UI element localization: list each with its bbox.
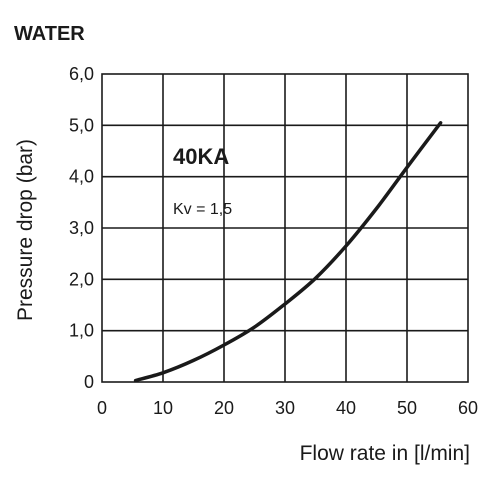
x-tick-label: 50 [397,398,417,418]
x-tick-label: 20 [214,398,234,418]
y-tick-label: 6,0 [69,64,94,84]
kv-annotation: Kv = 1,5 [173,201,232,218]
y-axis-label: Pressure drop (bar) [14,139,37,321]
y-tick-label: 4,0 [69,167,94,187]
y-tick-label: 0 [84,372,94,392]
y-tick-label: 5,0 [69,115,94,135]
x-tick-label: 60 [458,398,478,418]
y-tick-label: 3,0 [69,218,94,238]
x-axis-label: Flow rate in [l/min] [300,442,470,465]
y-tick-label: 1,0 [69,321,94,341]
flow-curve-line [133,121,443,383]
x-tick-label: 10 [153,398,173,418]
model-annotation: 40KA [173,144,229,169]
x-tick-label: 0 [97,398,107,418]
x-tick-label: 30 [275,398,295,418]
y-tick-label: 2,0 [69,269,94,289]
x-tick-label: 40 [336,398,356,418]
chart-title: WATER [14,23,85,45]
